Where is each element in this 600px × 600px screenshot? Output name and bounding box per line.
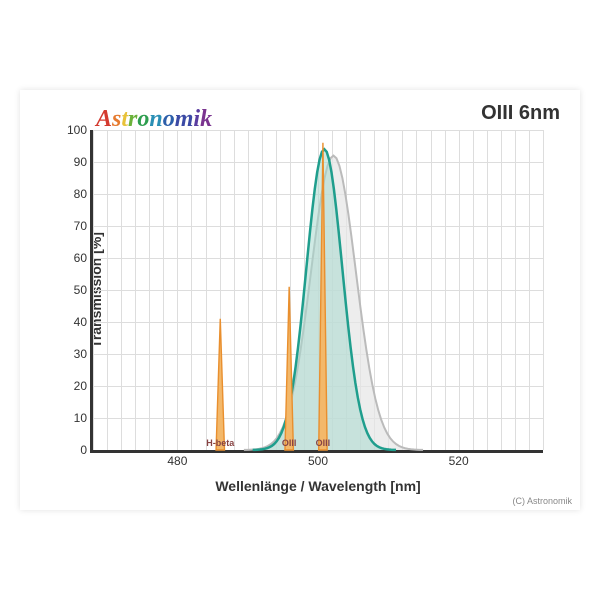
- data-layer: [93, 130, 543, 450]
- x-tick-label: 520: [449, 454, 469, 468]
- x-axis-label: Wellenlänge / Wavelength [nm]: [215, 478, 420, 494]
- copyright-text: (C) Astronomik: [512, 496, 572, 506]
- y-tick-label: 90: [57, 155, 87, 169]
- peak-label: H-beta: [206, 438, 234, 448]
- y-tick-label: 100: [57, 123, 87, 137]
- y-tick-label: 20: [57, 379, 87, 393]
- chart-area: Transmission [%] Wellenlänge / Wavelengt…: [90, 130, 543, 453]
- x-tick-label: 500: [308, 454, 328, 468]
- y-tick-label: 10: [57, 411, 87, 425]
- y-tick-label: 70: [57, 219, 87, 233]
- emission-peak: [216, 319, 224, 450]
- emission-peak: [285, 287, 293, 450]
- chart-title: OIII 6nm: [481, 102, 560, 125]
- y-tick-label: 40: [57, 315, 87, 329]
- y-tick-label: 0: [57, 443, 87, 457]
- x-tick-label: 480: [167, 454, 187, 468]
- y-tick-label: 60: [57, 251, 87, 265]
- chart-card: Astronomik OIII 6nm Transmission [%] Wel…: [20, 90, 580, 510]
- y-tick-label: 80: [57, 187, 87, 201]
- peak-label: OIII: [282, 438, 297, 448]
- brand-logo: Astronomik: [96, 106, 212, 133]
- y-tick-label: 50: [57, 283, 87, 297]
- peak-label: OIII: [316, 438, 331, 448]
- y-tick-label: 30: [57, 347, 87, 361]
